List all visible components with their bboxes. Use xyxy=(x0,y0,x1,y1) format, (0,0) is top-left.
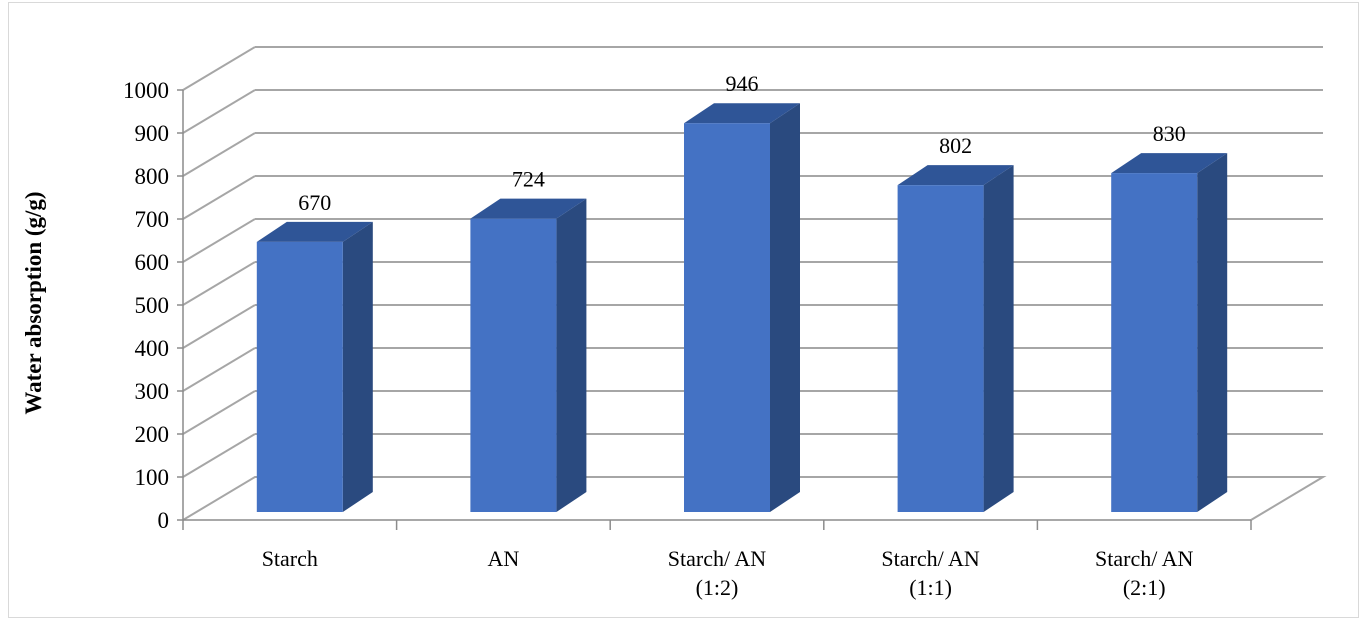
gridline-side xyxy=(182,304,256,349)
bar-side xyxy=(342,221,373,512)
bar xyxy=(470,198,587,512)
x-tick-label: Starch xyxy=(262,546,318,571)
bars xyxy=(256,103,1228,512)
gridline-side xyxy=(182,218,256,263)
bar-top xyxy=(897,165,1014,186)
y-tick-label: 300 xyxy=(135,379,170,404)
y-tick-label: 100 xyxy=(135,465,170,490)
data-label: 670 xyxy=(298,190,331,215)
gridline-side xyxy=(182,46,256,91)
bar-front xyxy=(684,123,770,512)
gridline-side xyxy=(182,89,256,134)
x-tick-label: Starch/ AN (2:1) xyxy=(1095,546,1193,600)
data-label: 946 xyxy=(726,71,759,96)
data-labels: 670 724 946 802 830 xyxy=(298,71,1185,215)
bar-front xyxy=(897,185,984,512)
data-label: 830 xyxy=(1153,121,1186,146)
gridline-side xyxy=(182,433,256,478)
gridline-side xyxy=(182,132,256,177)
y-tick-label: 1000 xyxy=(123,78,169,103)
x-tick-label: Starch/ AN (1:1) xyxy=(881,546,979,600)
bar xyxy=(1111,153,1228,512)
data-label: 724 xyxy=(512,167,545,192)
x-tick-labels: Starch AN Starch/ AN (1:2) Starch/ AN (1:1) St… xyxy=(262,546,1194,600)
bar-top xyxy=(256,221,373,242)
bar xyxy=(684,103,800,512)
bar-side xyxy=(770,103,800,512)
y-axis-title: Water absorption (g/g) xyxy=(21,191,46,414)
gridline-side xyxy=(182,175,256,220)
gridline-side xyxy=(182,261,256,306)
y-tick-label: 600 xyxy=(135,250,170,275)
x-tick-label: AN xyxy=(488,546,520,571)
y-tick-label: 800 xyxy=(135,164,170,189)
y-tick-label: 400 xyxy=(135,336,170,361)
y-tick-label: 700 xyxy=(135,207,170,232)
bar-side xyxy=(1197,153,1228,512)
bar-side xyxy=(556,198,587,512)
bar-side xyxy=(983,165,1014,512)
x-tick-label: Starch/ AN (1:2) xyxy=(668,546,766,600)
bar-chart: 0 100 200 300 400 500 600 700 800 900 1000 Starch A… xyxy=(21,46,1327,600)
gridline-side xyxy=(182,390,256,435)
y-tick-label: 900 xyxy=(135,121,170,146)
axes xyxy=(177,89,1252,530)
bar-front xyxy=(256,241,343,512)
y-tick-label: 200 xyxy=(135,422,170,447)
chart-frame: 0 100 200 300 400 500 600 700 800 900 1000 Starch A… xyxy=(8,2,1359,618)
bar-top xyxy=(470,198,587,219)
y-tick-label: 0 xyxy=(158,508,170,533)
bar xyxy=(256,221,373,512)
y-tick-label: 500 xyxy=(135,293,170,318)
bar-front xyxy=(470,218,557,512)
gridline-side xyxy=(182,347,256,392)
bar xyxy=(897,165,1014,512)
bar-top xyxy=(1111,153,1228,174)
bar-top xyxy=(684,103,800,124)
bar-front xyxy=(1111,173,1198,512)
data-label: 802 xyxy=(939,133,972,158)
y-tick-labels: 0 100 200 300 400 500 600 700 800 900 1000 xyxy=(123,78,169,533)
